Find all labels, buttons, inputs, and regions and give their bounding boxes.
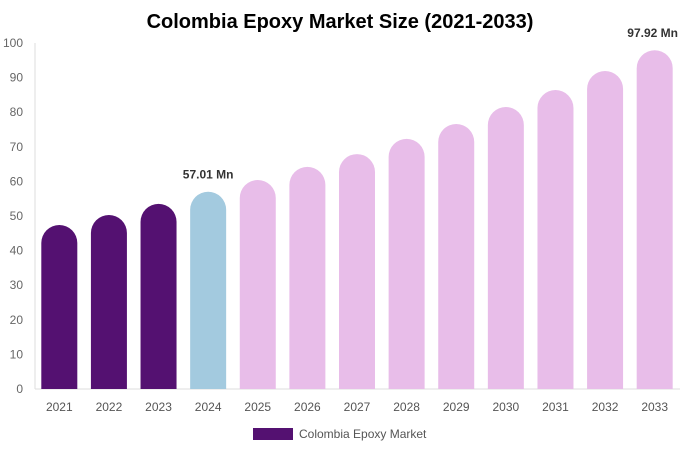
data-label: 97.92 Mn bbox=[627, 26, 678, 40]
y-tick-label: 10 bbox=[10, 347, 24, 361]
y-tick-label: 0 bbox=[16, 382, 23, 396]
bar-2023 bbox=[140, 203, 177, 389]
x-tick-label: 2021 bbox=[46, 400, 73, 414]
x-tick-label: 2024 bbox=[195, 400, 222, 414]
x-tick-label: 2022 bbox=[96, 400, 123, 414]
bar-2033 bbox=[636, 50, 673, 389]
x-tick-label: 2031 bbox=[542, 400, 569, 414]
y-tick-label: 50 bbox=[10, 209, 24, 223]
y-tick-label: 40 bbox=[10, 244, 24, 258]
y-tick-label: 100 bbox=[3, 36, 23, 50]
bar-2028 bbox=[388, 138, 425, 389]
x-tick-label: 2028 bbox=[393, 400, 420, 414]
x-tick-label: 2033 bbox=[641, 400, 668, 414]
legend-label: Colombia Epoxy Market bbox=[299, 427, 427, 441]
bar-2022 bbox=[90, 214, 127, 389]
bar-2024 bbox=[190, 191, 227, 389]
bar-2031 bbox=[537, 90, 574, 390]
y-tick-label: 30 bbox=[10, 278, 24, 292]
y-tick-label: 90 bbox=[10, 71, 24, 85]
legend: Colombia Epoxy Market bbox=[253, 427, 427, 441]
bar-2026 bbox=[289, 166, 326, 389]
x-tick-label: 2027 bbox=[344, 400, 371, 414]
y-tick-label: 80 bbox=[10, 105, 24, 119]
y-tick-label: 60 bbox=[10, 174, 24, 188]
x-tick-label: 2026 bbox=[294, 400, 321, 414]
bar-2027 bbox=[339, 154, 375, 389]
data-label: 57.01 Mn bbox=[183, 168, 234, 182]
x-tick-label: 2030 bbox=[492, 400, 519, 414]
y-tick-label: 20 bbox=[10, 313, 24, 327]
legend-swatch bbox=[253, 428, 293, 440]
bar-2025 bbox=[239, 180, 276, 389]
x-tick-label: 2032 bbox=[592, 400, 619, 414]
x-tick-label: 2023 bbox=[145, 400, 172, 414]
x-tick-label: 2029 bbox=[443, 400, 470, 414]
x-tick-label: 2025 bbox=[244, 400, 271, 414]
bar-2029 bbox=[438, 123, 475, 390]
y-tick-label: 70 bbox=[10, 140, 24, 154]
bar-2030 bbox=[487, 107, 524, 389]
chart-title: Colombia Epoxy Market Size (2021-2033) bbox=[147, 11, 534, 33]
bar-2032 bbox=[587, 71, 624, 389]
bar-2021 bbox=[41, 224, 78, 389]
